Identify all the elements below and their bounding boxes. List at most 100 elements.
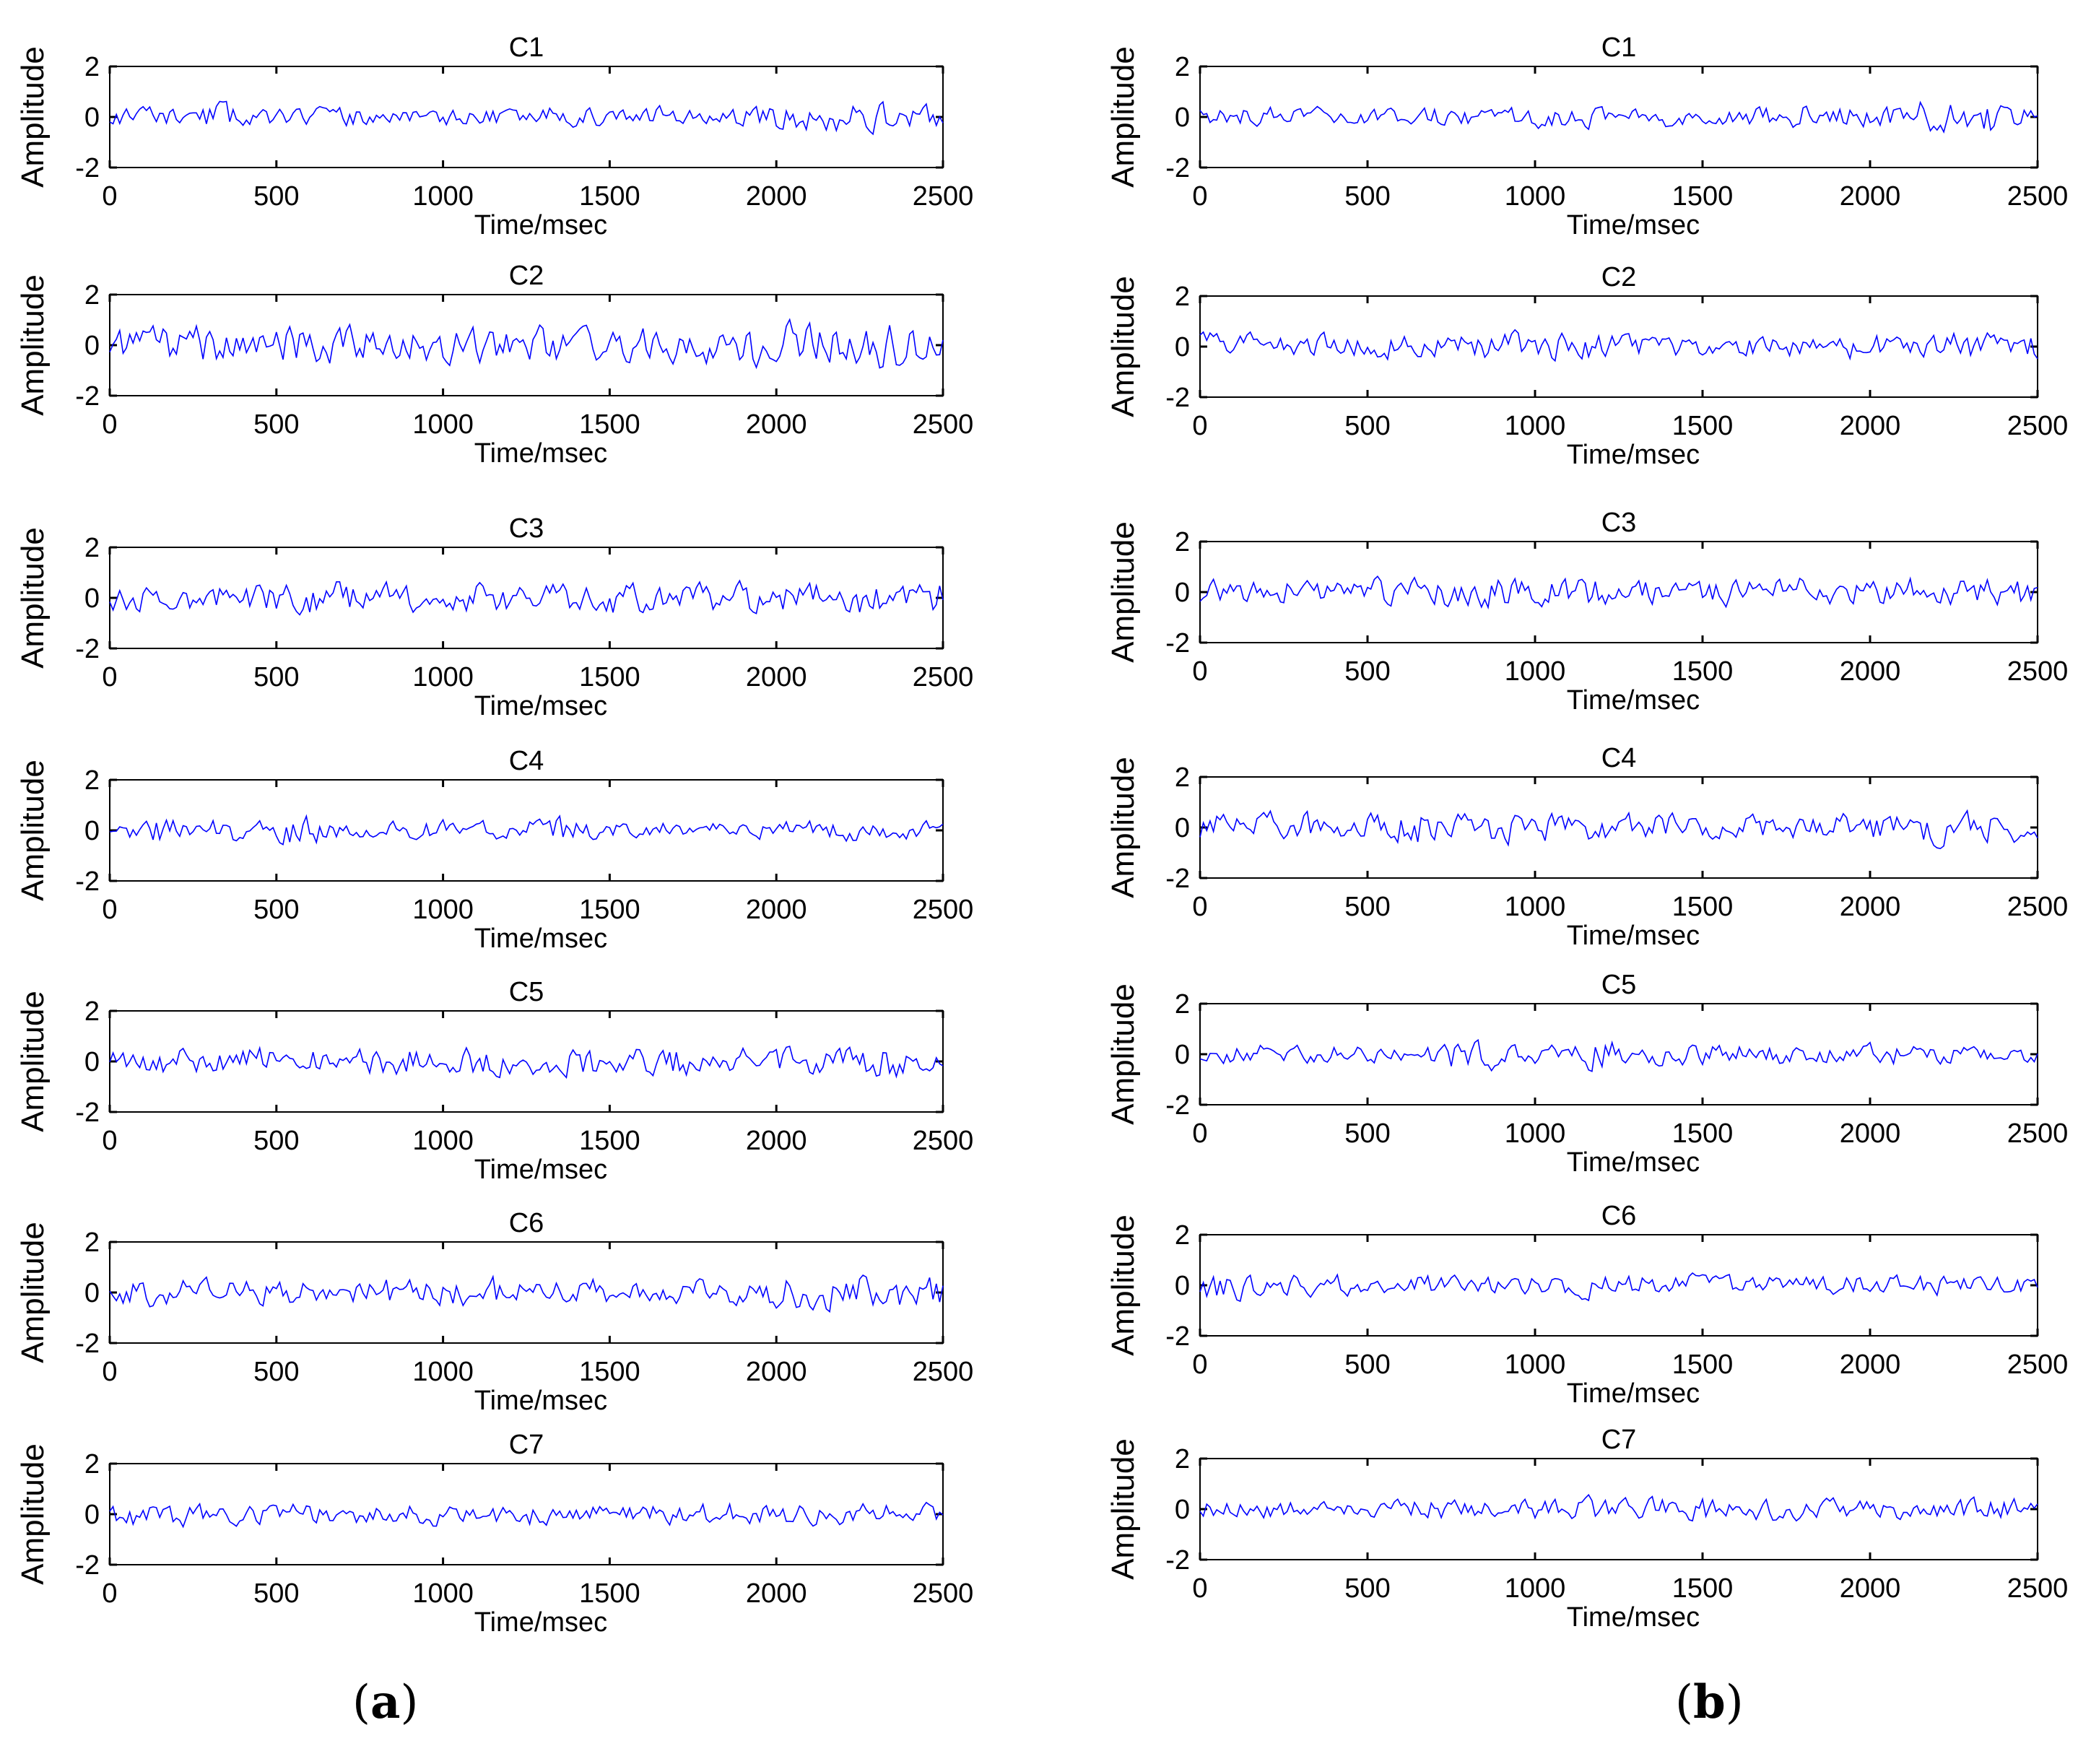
x-tick-label-b-c2-500: 500 [1344, 411, 1390, 441]
y-tick-label-a-c1-2: 2 [84, 52, 100, 82]
x-tick-label-a-c4-2500: 2500 [913, 895, 974, 925]
x-tick-label-a-c1-0: 0 [102, 181, 117, 212]
y-tick-label-b-c5-2: 2 [1175, 989, 1190, 1020]
y-tick-label-a-c4-2: 2 [84, 765, 100, 796]
x-tick-label-a-c2-1000: 1000 [412, 409, 474, 440]
y-tick-label-a-c5--2: -2 [75, 1098, 100, 1128]
y-tick-label-b-c1--2: -2 [1165, 153, 1190, 183]
axes-box-b-c4 [1199, 776, 2038, 879]
y-tick-label-b-c3--2: -2 [1165, 628, 1190, 659]
x-tick-label-b-c6-1000: 1000 [1505, 1350, 1566, 1380]
x-axis-label-a-c2: Time/msec [474, 438, 607, 469]
x-tick-label-a-c1-2000: 2000 [746, 181, 807, 212]
subplot-a-c3: C30 500 1000 1500 2000 2500-202Time/msecAmpli… [15, 513, 973, 721]
y-axis-label-a-c5: Amplitude [15, 991, 51, 1132]
x-tick-label-a-c7-500: 500 [253, 1578, 299, 1609]
x-axis-label-b-c4: Time/msec [1567, 921, 1700, 951]
y-axis-label-a-c1: Amplitude [15, 46, 51, 188]
x-tick-label-a-c3-2500: 2500 [913, 662, 974, 692]
x-tick-label-a-c3-0: 0 [102, 662, 117, 692]
signal-line-a-c2 [109, 318, 944, 370]
y-tick-label-a-c5-0: 0 [84, 1047, 100, 1077]
x-tick-label-b-c5-1000: 1000 [1505, 1118, 1566, 1149]
title-b-c3: C3 [1601, 508, 1637, 538]
y-tick-label-b-c1-2: 2 [1175, 52, 1190, 82]
y-tick-label-b-c6-2: 2 [1175, 1220, 1190, 1251]
x-axis-label-b-c1: Time/msec [1567, 210, 1700, 240]
signal-line-a-c5 [109, 1046, 944, 1079]
y-axis-label-b-c4: Amplitude [1105, 757, 1141, 898]
panel-label-a-letter: a [370, 1675, 401, 1729]
y-tick-label-b-c1-0: 0 [1175, 103, 1190, 133]
x-tick-label-b-c3-1000: 1000 [1505, 656, 1566, 687]
x-tick-label-a-c6-2000: 2000 [746, 1357, 807, 1387]
x-tick-label-a-c2-2500: 2500 [913, 409, 974, 440]
x-tick-label-b-c1-1000: 1000 [1505, 181, 1566, 212]
y-tick-label-b-c3-0: 0 [1175, 578, 1190, 608]
title-b-c5: C5 [1601, 970, 1637, 1000]
title-a-c7: C7 [509, 1430, 544, 1460]
x-tick-label-a-c3-2000: 2000 [746, 662, 807, 692]
title-b-c7: C7 [1601, 1425, 1637, 1455]
x-tick-label-b-c4-2000: 2000 [1840, 892, 1901, 922]
x-tick-label-b-c6-0: 0 [1192, 1350, 1207, 1380]
signal-line-a-c1 [109, 100, 944, 136]
x-tick-label-b-c2-0: 0 [1192, 411, 1207, 441]
panel-label-b: (b) [1675, 1675, 1744, 1729]
x-axis-label-b-c3: Time/msec [1567, 685, 1700, 716]
x-tick-label-a-c6-1500: 1500 [579, 1357, 640, 1387]
title-a-c4: C4 [509, 746, 544, 776]
x-tick-label-b-c1-500: 500 [1344, 181, 1390, 212]
x-tick-label-b-c5-1500: 1500 [1672, 1118, 1734, 1149]
x-tick-label-a-c1-500: 500 [253, 181, 299, 212]
signal-line-b-c1 [1199, 100, 2038, 134]
signal-line-a-c3 [109, 579, 944, 616]
panel-label-b-letter: b [1692, 1675, 1726, 1729]
y-axis-label-b-c2: Amplitude [1105, 276, 1141, 417]
signal-line-b-c2 [1199, 329, 2038, 362]
panel-label-a: (a) [352, 1675, 418, 1729]
y-tick-label-b-c4-0: 0 [1175, 813, 1190, 843]
x-tick-label-a-c3-1000: 1000 [412, 662, 474, 692]
x-tick-label-a-c4-1500: 1500 [579, 895, 640, 925]
y-tick-label-a-c6--2: -2 [75, 1329, 100, 1359]
y-tick-label-b-c5--2: -2 [1165, 1090, 1190, 1121]
x-tick-label-b-c7-2500: 2500 [2007, 1573, 2069, 1604]
y-tick-label-a-c6-2: 2 [84, 1228, 100, 1258]
x-tick-label-a-c5-0: 0 [102, 1126, 117, 1156]
subplot-b-c6: C60 500 1000 1500 2000 2500-202Time/msecAmpli… [1105, 1201, 2068, 1409]
subplot-a-c5: C50 500 1000 1500 2000 2500-202Time/msecAmpli… [15, 977, 973, 1185]
signal-line-a-c7 [109, 1501, 944, 1529]
subplot-a-c2: C20 500 1000 1500 2000 2500-202Time/msecAmpli… [15, 261, 973, 469]
x-tick-label-b-c1-2500: 2500 [2007, 181, 2069, 212]
y-tick-label-b-c7-2: 2 [1175, 1444, 1190, 1474]
x-tick-label-a-c5-1500: 1500 [579, 1126, 640, 1156]
x-tick-label-a-c7-1000: 1000 [412, 1578, 474, 1609]
y-tick-label-b-c5-0: 0 [1175, 1040, 1190, 1070]
panel-label-a-close: ) [400, 1676, 419, 1729]
subplot-b-c4: C40 500 1000 1500 2000 2500-202Time/msecAmpli… [1105, 743, 2068, 951]
x-axis-label-a-c4: Time/msec [474, 924, 607, 954]
y-tick-label-a-c4--2: -2 [75, 866, 100, 897]
axes-box-a-c1 [109, 66, 944, 168]
y-tick-label-a-c1--2: -2 [75, 153, 100, 183]
y-tick-label-a-c4-0: 0 [84, 816, 100, 846]
subplot-a-c4: C40 500 1000 1500 2000 2500-202Time/msecAmpli… [15, 746, 973, 954]
y-tick-label-a-c7-2: 2 [84, 1449, 100, 1480]
x-tick-label-b-c7-500: 500 [1344, 1573, 1390, 1604]
axes-box-b-c6 [1199, 1234, 2038, 1337]
y-tick-label-b-c6--2: -2 [1165, 1321, 1190, 1352]
y-axis-label-b-c6: Amplitude [1105, 1215, 1141, 1356]
y-tick-label-a-c5-2: 2 [84, 996, 100, 1027]
y-tick-label-b-c6-0: 0 [1175, 1271, 1190, 1301]
subplot-a-c1: C10 500 1000 1500 2000 2500-202Time/msecAmpli… [15, 32, 973, 240]
x-axis-label-a-c6: Time/msec [474, 1386, 607, 1416]
x-tick-label-a-c5-1000: 1000 [412, 1126, 474, 1156]
x-tick-label-b-c6-2500: 2500 [2007, 1350, 2069, 1380]
x-tick-label-b-c4-500: 500 [1344, 892, 1390, 922]
x-tick-label-a-c6-2500: 2500 [913, 1357, 974, 1387]
y-axis-label-b-c7: Amplitude [1105, 1438, 1141, 1580]
x-tick-label-b-c1-0: 0 [1192, 181, 1207, 212]
x-tick-label-a-c2-0: 0 [102, 409, 117, 440]
